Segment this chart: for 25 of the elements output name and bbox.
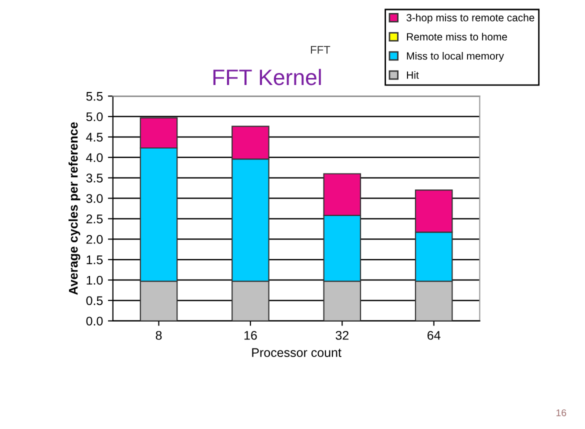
y-tick-label: 0.0 bbox=[86, 316, 103, 326]
chart-title: FFT Kernel bbox=[213, 68, 321, 86]
x-tick-label: 32 bbox=[336, 330, 348, 340]
y-tick-label: 4.0 bbox=[86, 153, 103, 162]
y-tick-label: 5.0 bbox=[86, 112, 103, 122]
text: FFT bbox=[310, 46, 330, 54]
x-tick-label: 16 bbox=[244, 330, 257, 340]
y-tick-label: 1.5 bbox=[86, 256, 103, 264]
y-tick-label: 3.0 bbox=[86, 194, 103, 203]
y-axis-title: Average cycles per reference bbox=[68, 122, 80, 295]
x-axis-title: Processor count bbox=[252, 348, 342, 358]
legend-label: Miss to local memory bbox=[407, 52, 504, 62]
legend-label: Hit bbox=[407, 71, 419, 79]
text: 16 bbox=[556, 409, 566, 416]
legend-label: 3-hop miss to remote cache bbox=[406, 14, 534, 24]
legend-label: Remote miss to home bbox=[407, 32, 507, 41]
x-tick-label: 64 bbox=[428, 330, 440, 340]
y-tick-label: 5.5 bbox=[86, 92, 103, 101]
y-tick-label: 2.5 bbox=[86, 214, 103, 224]
x-tick-label: 8 bbox=[156, 330, 162, 340]
y-tick-label: 1.0 bbox=[86, 276, 103, 285]
y-tick-label: 0.5 bbox=[86, 296, 103, 306]
y-tick-label: 3.5 bbox=[86, 174, 103, 182]
y-tick-label: 2.0 bbox=[86, 234, 103, 244]
y-tick-label: 4.5 bbox=[86, 132, 103, 142]
